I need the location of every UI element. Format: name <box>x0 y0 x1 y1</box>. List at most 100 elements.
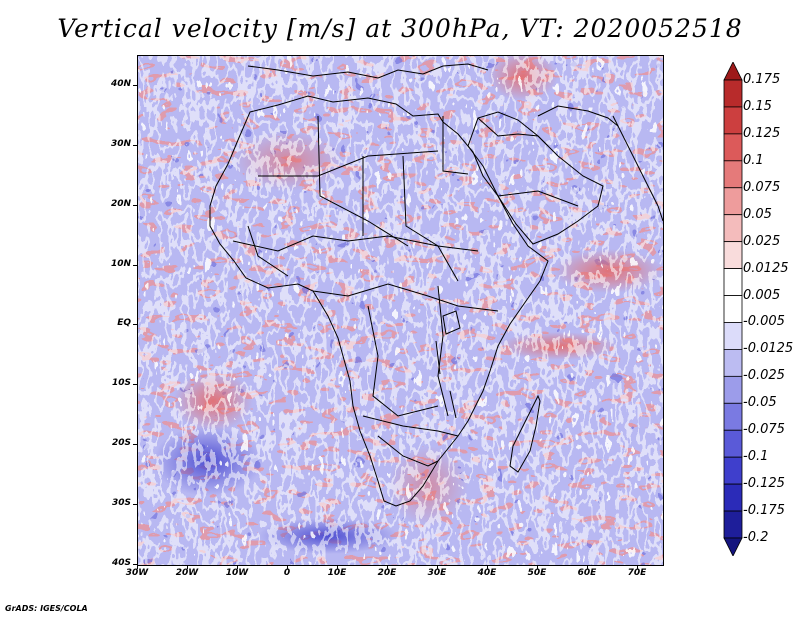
field-neutral-texture <box>138 56 663 565</box>
lon-tick-mark <box>137 565 138 569</box>
lake-malawi <box>449 390 457 419</box>
colorbar-swatch <box>723 133 743 162</box>
lon-tick-mark <box>337 565 338 569</box>
lat-tick-label: 30S <box>111 498 131 509</box>
colorbar-label: -0.1 <box>743 449 769 465</box>
lake-tanganyika <box>435 340 441 375</box>
grads-credit: GrADS: IGES/COLA <box>5 604 88 613</box>
lon-tick-label: 20E <box>377 568 397 578</box>
colorbar-label: -0.005 <box>743 314 785 330</box>
colorbar-label: 0.0125 <box>743 260 789 276</box>
border-south-2 <box>377 435 439 467</box>
colorbar-swatch <box>723 456 743 485</box>
colorbar-swatch <box>723 349 743 377</box>
colorbar-swatch <box>723 106 743 135</box>
colorbar-swatch <box>723 160 743 189</box>
colorbar-swatch <box>723 268 743 296</box>
colorbar-swatch <box>723 429 743 458</box>
lon-tick-label: 10W <box>225 568 249 578</box>
colorbar-label: -0.075 <box>743 422 785 438</box>
velocity-field-map <box>138 56 663 565</box>
lat-tick-label: 10S <box>111 378 131 389</box>
lat-tick-label: 20N <box>110 198 131 209</box>
lon-tick-label: 20W <box>175 568 199 578</box>
lon-tick-label: 60E <box>577 568 597 578</box>
lat-tick-label: 10N <box>110 258 131 269</box>
colorbar-swatch <box>723 241 743 269</box>
border-arabia <box>497 190 579 207</box>
lat-tick-mark <box>133 384 137 386</box>
colorbar-swatch <box>723 187 743 216</box>
lat-tick-mark <box>133 264 137 266</box>
border-west <box>247 225 289 277</box>
colorbar-swatch <box>723 402 743 431</box>
persian-gulf-iran-coast <box>537 105 619 127</box>
europe-coastline <box>247 63 489 79</box>
border-central-2 <box>367 305 439 417</box>
lon-tick-label: 0 <box>283 568 291 578</box>
colorbar-label: 0.025 <box>743 233 781 249</box>
lake-victoria <box>442 310 461 335</box>
lon-tick-mark <box>437 565 438 569</box>
map-title: Vertical velocity [m/s] at 300hPa, VT: 2… <box>57 14 743 43</box>
lon-tick-label: 30E <box>427 568 447 578</box>
lon-tick-mark <box>237 565 238 569</box>
map-plot-area <box>137 55 664 566</box>
colorbar-label: 0.15 <box>743 98 772 114</box>
lat-tick-label: EQ <box>117 318 131 329</box>
lon-tick-mark <box>537 565 538 569</box>
colorbar-label: 0.1 <box>743 152 764 168</box>
border-sudan <box>402 155 459 282</box>
border-mideast <box>477 117 549 147</box>
colorbar-top-arrow <box>723 62 743 81</box>
border-south-1 <box>362 415 459 437</box>
colorbar-label: 0.005 <box>743 287 781 303</box>
colorbar-label: 0.175 <box>743 72 781 87</box>
lon-tick-label: 10E <box>327 568 347 578</box>
arabian-peninsula-coastline <box>467 111 604 245</box>
lat-tick-mark <box>133 204 137 206</box>
coastlines-and-borders <box>209 63 663 507</box>
lon-tick-mark <box>187 565 188 569</box>
colorbar-swatch <box>723 510 743 539</box>
india-coastline <box>612 115 663 222</box>
lat-tick-label: 40N <box>110 78 131 89</box>
lat-tick-label: 20S <box>111 438 131 449</box>
lat-tick-mark <box>133 504 137 506</box>
lon-tick-label: 40E <box>477 568 497 578</box>
colorbar-label: -0.0125 <box>743 341 794 357</box>
colorbar-swatch <box>723 79 743 108</box>
lat-tick-mark <box>133 144 137 146</box>
colorbar-swatch <box>723 214 743 243</box>
colorbar-label: 0.05 <box>743 206 772 222</box>
lon-tick-mark <box>637 565 638 569</box>
lon-tick-mark <box>387 565 388 569</box>
border-east <box>437 285 449 417</box>
madagascar-coastline <box>509 394 541 473</box>
border-north-2 <box>317 115 409 247</box>
lon-tick-label: 30W <box>125 568 149 578</box>
lat-tick-mark <box>133 564 137 565</box>
colorbar-label: -0.175 <box>743 503 785 519</box>
colorbar-label: 0.125 <box>743 125 781 141</box>
lon-tick-mark <box>287 565 288 569</box>
lon-tick-label: 50E <box>527 568 547 578</box>
colorbar-label: -0.125 <box>743 476 785 492</box>
colorbar-bottom-arrow <box>723 537 743 556</box>
lon-tick-label: 70E <box>627 568 647 578</box>
border-central-1 <box>312 283 499 312</box>
colorbar-label: -0.025 <box>743 368 785 384</box>
lat-tick-label: 40S <box>111 558 131 568</box>
lat-tick-mark <box>133 444 137 446</box>
colorbar-swatch <box>723 375 743 404</box>
border-egypt <box>442 116 469 175</box>
colorbar-swatch <box>723 483 743 512</box>
colorbar <box>723 62 743 556</box>
lat-tick-label: 30N <box>110 138 131 149</box>
colorbar-label: -0.05 <box>743 395 777 411</box>
colorbar-label: -0.2 <box>743 530 769 545</box>
lat-tick-mark <box>133 84 137 86</box>
colorbar-swatch <box>723 295 743 323</box>
border-north-1 <box>258 150 439 177</box>
colorbar-label: 0.075 <box>743 179 781 195</box>
